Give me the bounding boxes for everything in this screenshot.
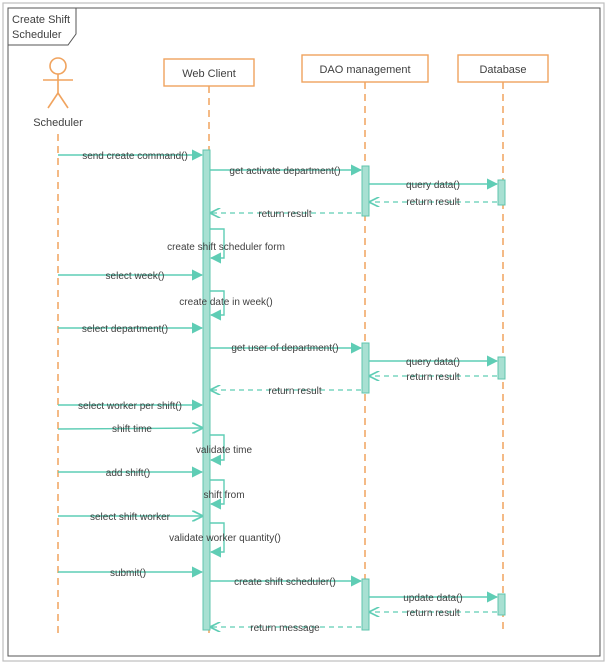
message-label: return result <box>406 197 460 208</box>
frame-title-tab <box>7 7 77 46</box>
message-label: query data() <box>406 180 460 191</box>
participant-database: Database <box>457 54 549 83</box>
activation-db-2 <box>497 356 506 380</box>
participant-web-client-label: Web Client <box>182 68 236 80</box>
message-label: create date in week() <box>179 297 272 308</box>
message-label: select shift worker <box>90 512 171 523</box>
message-label: query data() <box>406 357 460 368</box>
self-message-arrow <box>209 522 225 558</box>
message-label: return result <box>258 209 312 220</box>
message-label: shift from <box>203 490 244 501</box>
message-label: return result <box>406 372 460 383</box>
participant-dao-management: DAO management <box>301 54 429 83</box>
message-label: validate time <box>196 445 253 456</box>
message-label: select week() <box>106 271 165 282</box>
message-label: update data() <box>403 593 463 604</box>
activation-db-1 <box>497 179 506 206</box>
actor-icon <box>43 57 73 109</box>
participant-web-client: Web Client <box>163 58 255 87</box>
message-arrow <box>57 428 202 429</box>
participant-dao-label: DAO management <box>319 64 410 76</box>
activation-dao-2 <box>361 342 370 394</box>
message-label: get activate department() <box>229 166 340 177</box>
message-label: select worker per shift() <box>78 401 182 412</box>
activation-db-3 <box>497 593 506 616</box>
message-label: select department() <box>82 324 168 335</box>
self-message-arrow <box>209 228 225 264</box>
activation-dao-1 <box>361 165 370 217</box>
message-label: send create command() <box>82 151 188 162</box>
message-label: validate worker quantity() <box>169 533 281 544</box>
message-label: add shift() <box>106 468 150 479</box>
message-label: create shift scheduler form <box>167 242 285 253</box>
diagram-frame <box>7 7 601 657</box>
activation-dao-3 <box>361 578 370 631</box>
message-label: shift time <box>112 424 152 435</box>
actor-label: Scheduler <box>33 117 83 129</box>
self-message-arrow <box>209 290 225 321</box>
message-label: create shift scheduler() <box>234 577 336 588</box>
self-message-arrow <box>209 434 225 466</box>
frame-title-line2: Scheduler <box>12 29 62 41</box>
message-label: get user of department() <box>231 343 338 354</box>
message-label: return message <box>250 623 320 634</box>
message-label: return result <box>268 386 322 397</box>
frame-title-line1: Create Shift <box>12 14 70 26</box>
message-label: return result <box>406 608 460 619</box>
self-message-arrow <box>209 479 225 510</box>
message-label: submit() <box>110 568 146 579</box>
participant-database-label: Database <box>479 64 526 76</box>
activation-web-client <box>202 149 211 631</box>
